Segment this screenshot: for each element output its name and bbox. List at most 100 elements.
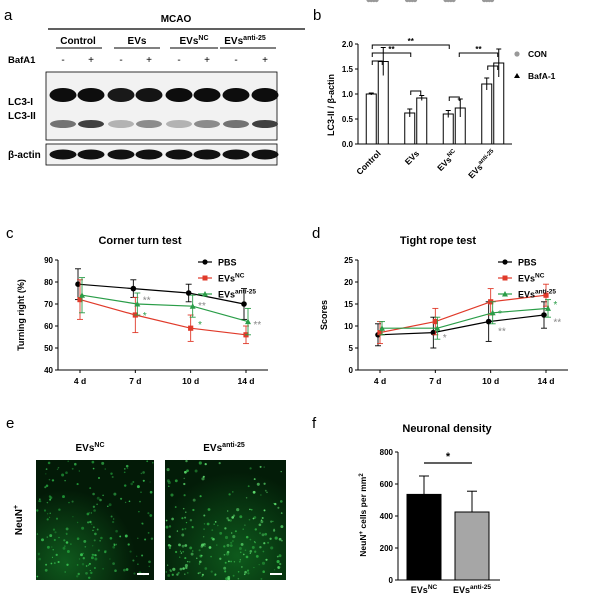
f-title: Neuronal density [402, 423, 492, 435]
neuron-dot [168, 525, 172, 528]
neuron-dot [36, 575, 39, 578]
neuron-dot [184, 470, 187, 474]
point [79, 292, 85, 298]
neuron-dot [91, 553, 94, 556]
point [185, 290, 192, 296]
neuron-dot [37, 552, 41, 556]
neuron-dot [82, 557, 85, 560]
legend-marker [502, 259, 508, 265]
point [430, 329, 437, 336]
chart-f: 0 200 400 600 800 EVsNC EVsanti-25 * [380, 448, 500, 595]
neuron-dot [250, 508, 253, 511]
point [134, 301, 141, 307]
legend-label: PBS [518, 258, 537, 268]
neuron-dot [138, 511, 140, 513]
neuron-dot [124, 501, 127, 504]
neuron-dot [99, 498, 102, 502]
neuron-dot [51, 546, 53, 548]
neuron-dot [223, 545, 226, 548]
neuron-dot [167, 543, 171, 547]
neuron-dot [144, 538, 147, 541]
neuron-dot [54, 531, 57, 534]
neuron-dot [109, 536, 113, 540]
panel-letter-f: f [312, 415, 317, 432]
neuron-dot [196, 557, 198, 559]
neuron-dot [46, 513, 49, 515]
neuron-dot [94, 557, 98, 561]
neuron-dot [89, 569, 91, 572]
b-bar [481, 83, 493, 145]
ytick-label: 10 [344, 322, 353, 331]
neuron-dot [183, 477, 185, 480]
neuron-dot [89, 520, 92, 524]
neuron-dot [278, 566, 281, 568]
neuron-dot [200, 554, 203, 557]
band-lc3-ii [50, 120, 76, 128]
neuron-dot [262, 570, 265, 573]
neuron-dot [46, 501, 49, 504]
b-bracket-ctrl-evs [371, 52, 412, 57]
neuron-dot [231, 532, 233, 534]
legend-marker [202, 275, 208, 281]
neuron-dot [176, 573, 179, 576]
neuron-dot [93, 526, 95, 529]
xtick-label: 7 d [129, 376, 141, 386]
xtick-label: 4 d [74, 376, 86, 386]
neuron-dot [243, 553, 245, 556]
neuron-dot [46, 518, 49, 521]
b-bracket-ctrl-nc [371, 44, 450, 49]
neuron-dot [87, 576, 91, 580]
point [241, 301, 247, 307]
point [545, 305, 551, 311]
neuron-dot [123, 468, 126, 470]
band-lc3-ii [223, 120, 249, 128]
neuron-dot [201, 477, 205, 481]
neuron-dot [165, 571, 168, 573]
neuron-dot [128, 500, 131, 503]
neuron-dot [74, 462, 77, 466]
neuron-dot [93, 509, 96, 512]
neuron-dot [264, 532, 268, 536]
neuron-dot [258, 523, 262, 527]
band-lc3-i [77, 88, 105, 102]
neuron-dot [57, 467, 60, 469]
f-category-label: EVsanti-25 [453, 584, 491, 595]
neuron-dot [264, 489, 267, 492]
neuron-dot [66, 563, 69, 566]
b-category-label: EVsanti-25 [466, 148, 499, 181]
neuron-dot [132, 559, 135, 562]
neuron-dot [253, 478, 256, 481]
neuron-dot [148, 560, 151, 564]
neuron-dot [72, 516, 74, 518]
neuron-dot [261, 516, 264, 520]
ytick-label: 25 [344, 256, 353, 265]
neuron-dot [258, 563, 260, 566]
significance-label: * [198, 320, 203, 331]
neuron-dot [263, 542, 266, 545]
neuron-dot [199, 560, 202, 564]
c-title: Corner turn test [98, 235, 181, 247]
neuron-dot [184, 527, 187, 530]
neuron-dot [214, 521, 217, 523]
neuron-dot [184, 557, 187, 560]
neuron-dot [273, 529, 276, 532]
neuron-dot [262, 550, 265, 553]
neuron-dot [58, 536, 60, 539]
neuron-dot [87, 564, 90, 566]
neuron-dot [259, 545, 262, 549]
f-ytick-label: 800 [380, 448, 394, 457]
legend-marker [502, 291, 508, 297]
b-bar [416, 97, 428, 145]
neuron-dot [227, 510, 229, 512]
neuron-dot [147, 532, 150, 534]
significance-label: * [553, 300, 558, 311]
neuron-dots-nc [36, 460, 154, 580]
neuron-dot [48, 478, 51, 481]
band-lc3-i [135, 88, 163, 102]
b-ytick-label: 1.5 [342, 65, 354, 74]
neuron-dot [102, 567, 104, 570]
band-actin [135, 149, 163, 160]
neuron-dot [165, 519, 168, 522]
neuron-dot [174, 506, 177, 508]
neuron-dot [168, 535, 171, 538]
